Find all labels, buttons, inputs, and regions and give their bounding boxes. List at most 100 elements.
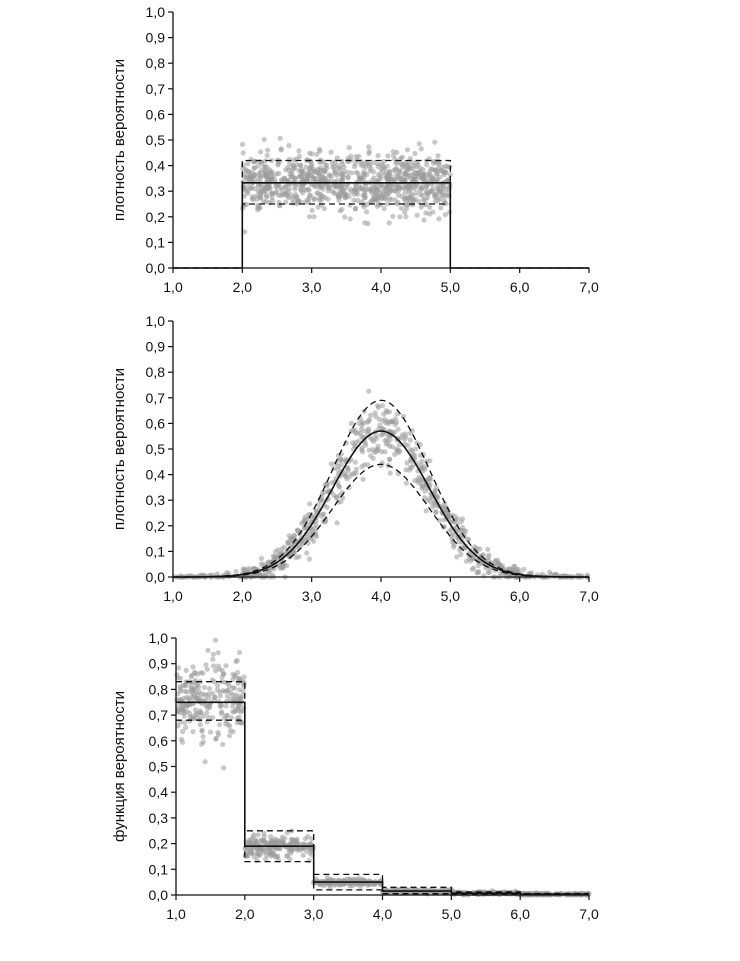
data-point [466,537,472,543]
y-tick-label: 0,8 [146,55,166,71]
data-point [547,569,553,575]
data-point [188,674,194,680]
data-point [366,163,372,169]
data-point [217,722,223,728]
x-tick-label: 5,0 [441,279,461,295]
data-point [438,184,444,190]
data-point [307,158,313,164]
data-point [328,876,334,883]
data-point [197,708,203,714]
data-point [262,168,268,174]
data-point [435,197,441,204]
data-point [269,190,275,196]
data-point [251,832,257,838]
data-point [214,687,221,693]
data-point [444,193,450,199]
data-point [342,214,348,220]
data-point [309,207,315,213]
data-point [376,416,382,422]
x-tick-label: 6,0 [510,279,530,295]
y-tick-label: 0,0 [146,260,166,276]
data-point [456,539,462,545]
data-point [251,165,257,171]
data-point [176,665,182,671]
data-point [427,169,433,175]
data-point [328,149,334,155]
data-point [203,662,209,668]
data-point [469,566,475,572]
data-point [304,550,310,556]
data-point [269,158,275,164]
data-point [422,464,428,470]
data-point [206,686,213,692]
data-point [246,565,252,572]
data-point [272,836,278,842]
data-point [401,436,407,442]
data-point [317,197,323,203]
data-point [215,682,221,689]
x-tick-label: 4,0 [371,279,391,295]
lower-bound-line [173,463,589,578]
data-point [384,201,390,207]
data-point [385,153,391,159]
data-point [408,191,414,197]
data-point [403,205,410,211]
data-point [180,702,187,708]
data-point [184,689,190,695]
x-tick-label: 5,0 [442,906,462,922]
data-point [213,668,219,674]
chart-panel-2: 0,0 0,1 0,2 0,3 0,4 0,5 0,6 0,7 0,8 0,9 1,0 1,0 2,0 3… [111,313,599,604]
data-point [387,168,393,174]
data-point [416,141,422,147]
y-axis-label: функция вероятности [111,691,128,842]
data-point [189,693,195,699]
data-point [420,483,426,489]
data-point [404,460,410,466]
data-point [353,205,359,212]
x-tick-label: 4,0 [373,906,393,922]
data-point [290,163,296,169]
data-point [361,195,368,201]
data-point [394,448,400,454]
data-point [243,201,249,208]
data-point [193,711,199,718]
data-point [439,887,445,893]
data-point [366,144,372,150]
data-point [481,573,487,579]
data-point [246,169,252,175]
data-point [315,204,321,210]
data-point [380,166,387,172]
x-tick-label: 1,0 [166,906,186,922]
data-point [254,846,260,852]
data-point [227,723,233,729]
data-point [187,718,193,724]
chart-panel-3: 0,0 0,1 0,2 0,3 0,4 0,5 0,6 0,7 0,8 0,9 1,0 1,0 2,0 3… [111,630,599,922]
y-tick-label: 0,2 [146,209,166,225]
data-point [415,183,421,189]
data-point [366,148,372,155]
data-point [276,170,282,176]
data-point [194,682,201,688]
data-point [286,142,292,149]
data-point [475,569,481,575]
data-point [358,161,364,167]
data-point [337,457,343,463]
data-point [261,136,267,143]
data-point [418,186,425,192]
data-point [181,695,187,701]
data-point [384,176,390,182]
data-point [338,190,344,196]
data-point [318,193,324,199]
data-point [355,171,361,177]
data-point [202,759,208,765]
data-point [338,462,344,468]
data-point [318,513,324,519]
y-tick-label: 0,6 [146,106,166,122]
data-point [198,691,204,698]
scatter-points [239,135,453,235]
lower-bound-line [173,203,589,269]
data-point [360,172,366,178]
data-point [311,196,318,202]
data-point [377,422,383,428]
data-point [266,185,272,191]
